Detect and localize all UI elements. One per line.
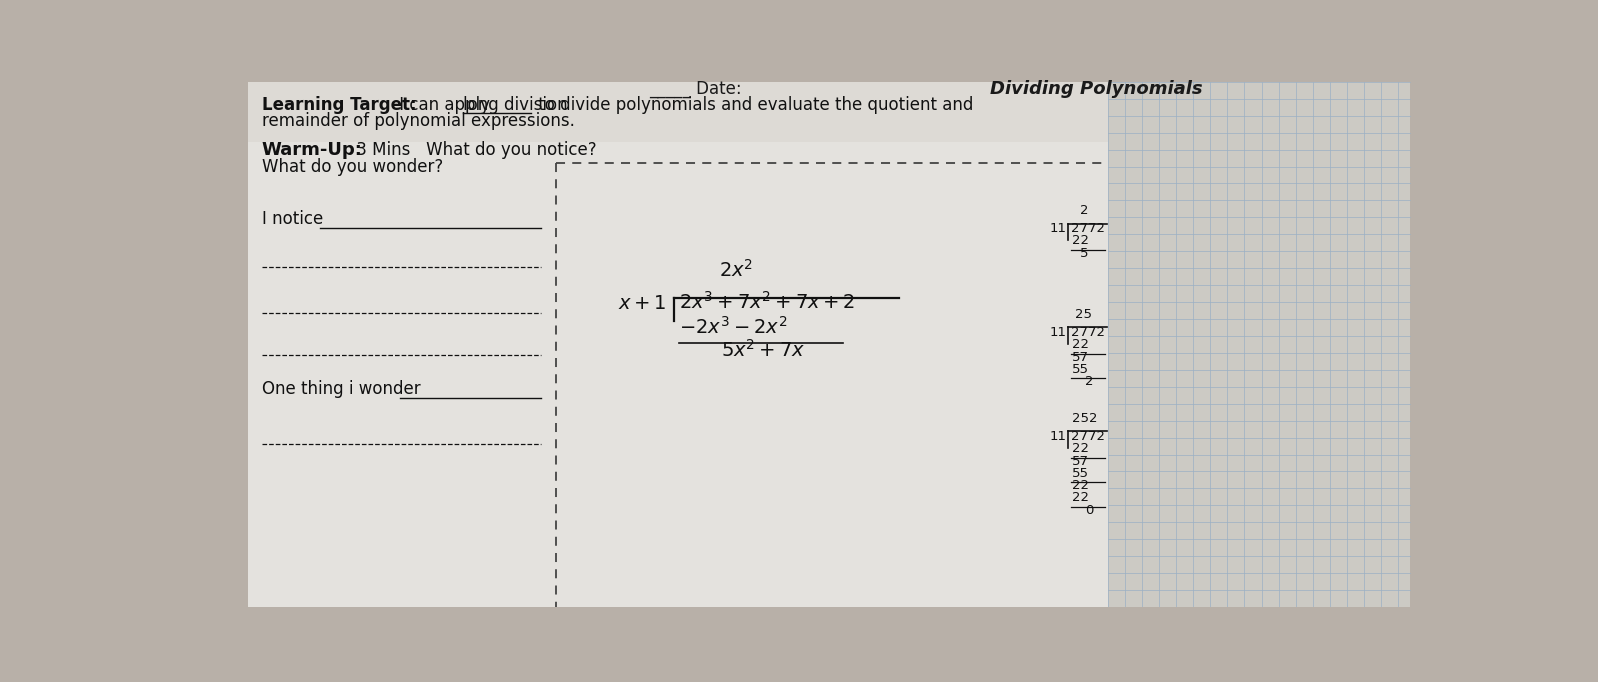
Text: 22: 22	[1072, 479, 1090, 492]
Text: 55: 55	[1072, 467, 1090, 480]
Text: 2: 2	[1080, 205, 1088, 218]
Text: _____ Date:: _____ Date:	[649, 80, 741, 98]
Text: 11: 11	[1050, 326, 1066, 339]
Text: 5: 5	[1080, 247, 1088, 260]
Text: Warm-Up:: Warm-Up:	[262, 141, 363, 159]
Text: 55: 55	[1072, 363, 1090, 376]
Text: 11: 11	[1050, 430, 1066, 443]
Text: 252: 252	[1072, 412, 1098, 425]
Text: 22: 22	[1072, 235, 1090, 248]
Text: 25: 25	[1075, 308, 1093, 321]
Text: 22: 22	[1072, 492, 1090, 505]
Text: to divide polynomials and evaluate the quotient and: to divide polynomials and evaluate the q…	[534, 95, 973, 114]
Text: 57: 57	[1072, 351, 1090, 364]
Text: Learning Target:: Learning Target:	[262, 95, 417, 114]
Text: 22: 22	[1072, 442, 1090, 455]
Text: 2772: 2772	[1071, 222, 1104, 235]
Text: $x + 1$: $x + 1$	[618, 294, 666, 313]
Text: 22: 22	[1072, 338, 1090, 351]
Text: remainder of polynomial expressions.: remainder of polynomial expressions.	[262, 113, 575, 130]
FancyBboxPatch shape	[248, 82, 1107, 142]
Text: 2772: 2772	[1071, 326, 1104, 339]
Text: 2: 2	[1085, 375, 1093, 388]
Text: Dividing Polynomials: Dividing Polynomials	[991, 80, 1203, 98]
Text: $2x^3 + 7x^2 + 7x + 2$: $2x^3 + 7x^2 + 7x + 2$	[679, 291, 855, 313]
Text: $-2x^3 - 2x^2$: $-2x^3 - 2x^2$	[679, 316, 788, 338]
FancyBboxPatch shape	[1107, 82, 1411, 607]
Text: 57: 57	[1072, 454, 1090, 468]
FancyBboxPatch shape	[248, 82, 1107, 607]
Text: 3 Mins   What do you notice?: 3 Mins What do you notice?	[352, 141, 596, 159]
Text: 11: 11	[1050, 222, 1066, 235]
Text: What do you wonder?: What do you wonder?	[262, 158, 443, 176]
Text: One thing i wonder: One thing i wonder	[262, 380, 420, 398]
Text: long division: long division	[463, 95, 567, 114]
Text: 2772: 2772	[1071, 430, 1104, 443]
Text: $2x^2$: $2x^2$	[719, 258, 753, 281]
Text: I notice: I notice	[262, 210, 323, 228]
Text: 0: 0	[1085, 504, 1093, 517]
Text: $5x^2 + 7x$: $5x^2 + 7x$	[721, 339, 805, 361]
Text: I can apply: I can apply	[393, 95, 495, 114]
